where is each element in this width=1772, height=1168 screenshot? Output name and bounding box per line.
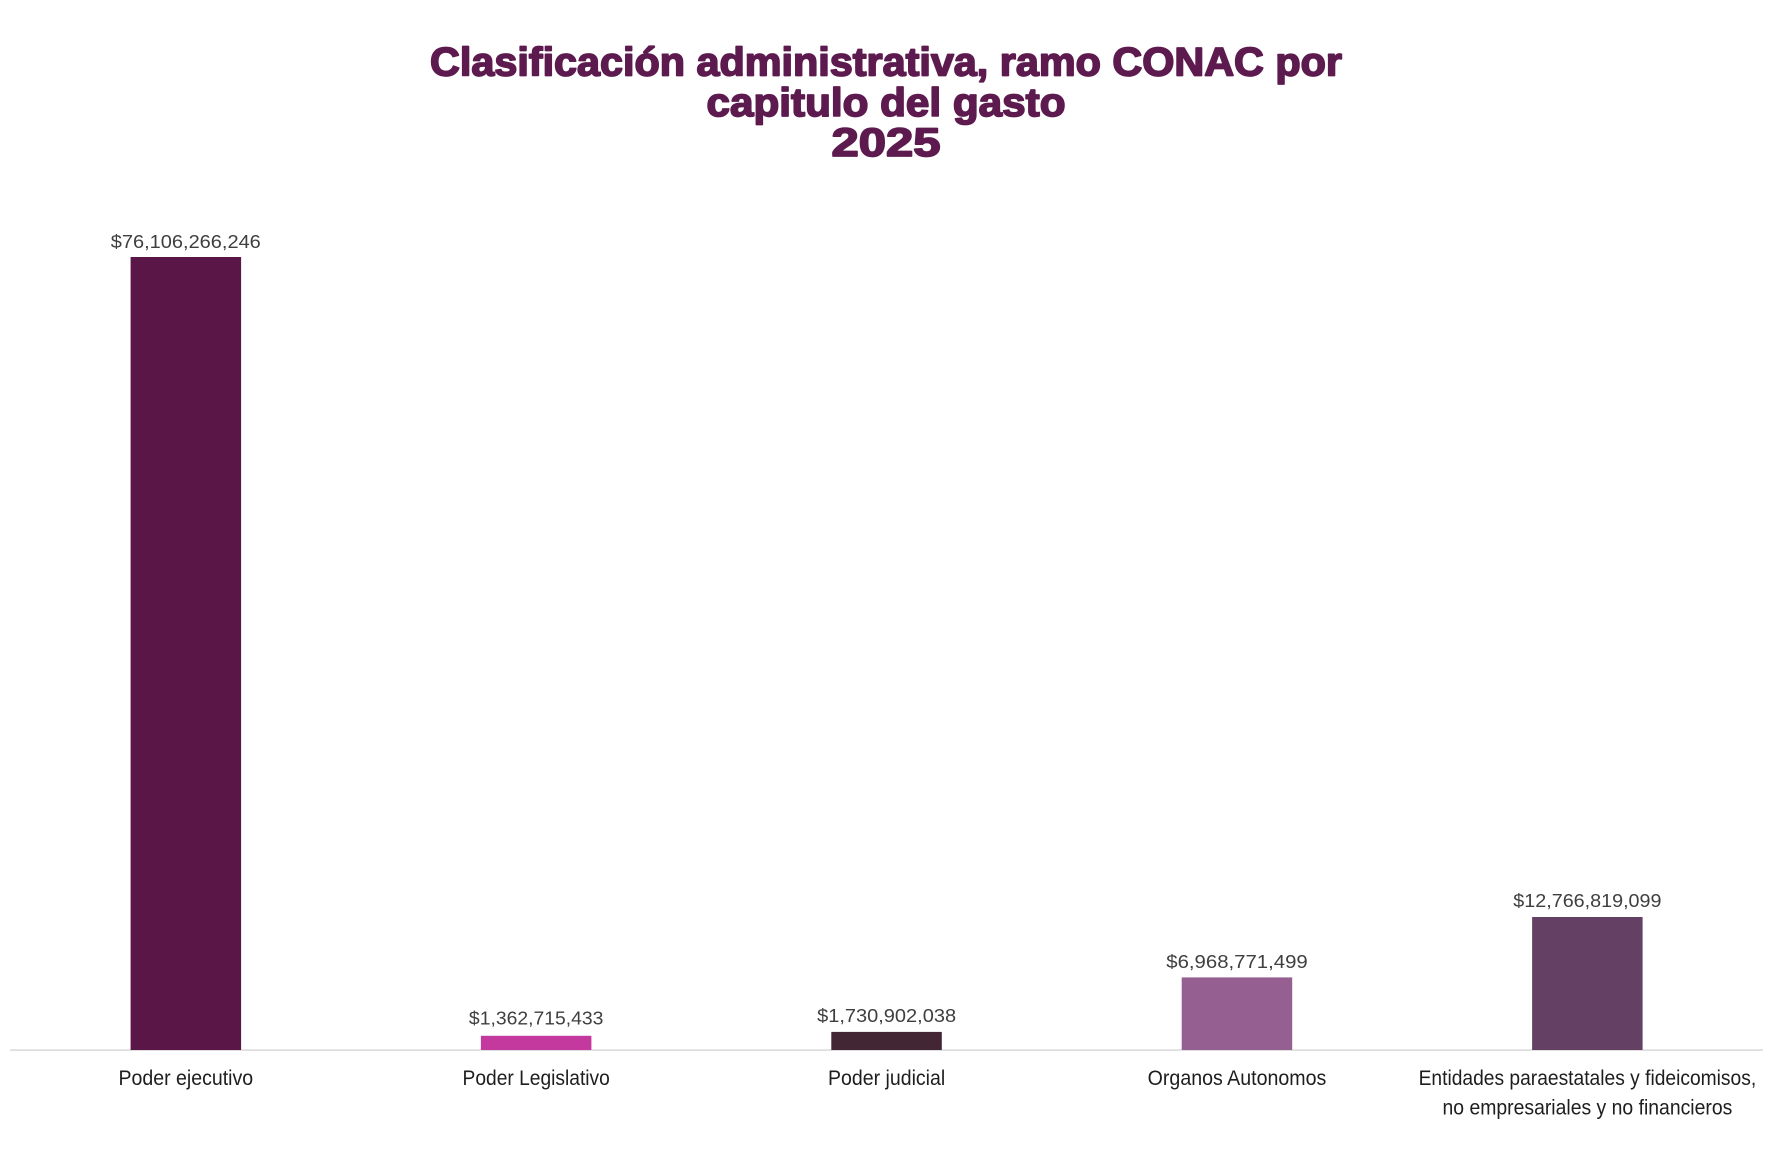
svg-text:$1,362,715,433: $1,362,715,433 (469, 1008, 604, 1028)
svg-text:no empresariales y no financie: no empresariales y no financieros (1443, 1097, 1733, 1120)
svg-text:$1,730,902,038: $1,730,902,038 (817, 1006, 956, 1026)
svg-text:Entidades paraestatales y fide: Entidades paraestatales y fideicomisos, (1419, 1067, 1757, 1090)
svg-text:capitulo del gasto: capitulo del gasto (707, 81, 1066, 125)
svg-text:Poder ejecutivo: Poder ejecutivo (119, 1067, 254, 1090)
svg-text:$12,766,819,099: $12,766,819,099 (1513, 891, 1661, 911)
svg-text:$76,106,266,246: $76,106,266,246 (111, 232, 261, 252)
svg-text:2025: 2025 (832, 121, 941, 165)
svg-text:Clasificación administrativa,: Clasificación administrativa, ramo CONAC… (430, 41, 1342, 85)
svg-text:$6,968,771,499: $6,968,771,499 (1166, 952, 1308, 972)
svg-text:Organos Autonomos: Organos Autonomos (1148, 1067, 1327, 1090)
svg-text:Poder Legislativo: Poder Legislativo (463, 1067, 610, 1090)
svg-text:Poder judicial: Poder judicial (828, 1067, 945, 1090)
